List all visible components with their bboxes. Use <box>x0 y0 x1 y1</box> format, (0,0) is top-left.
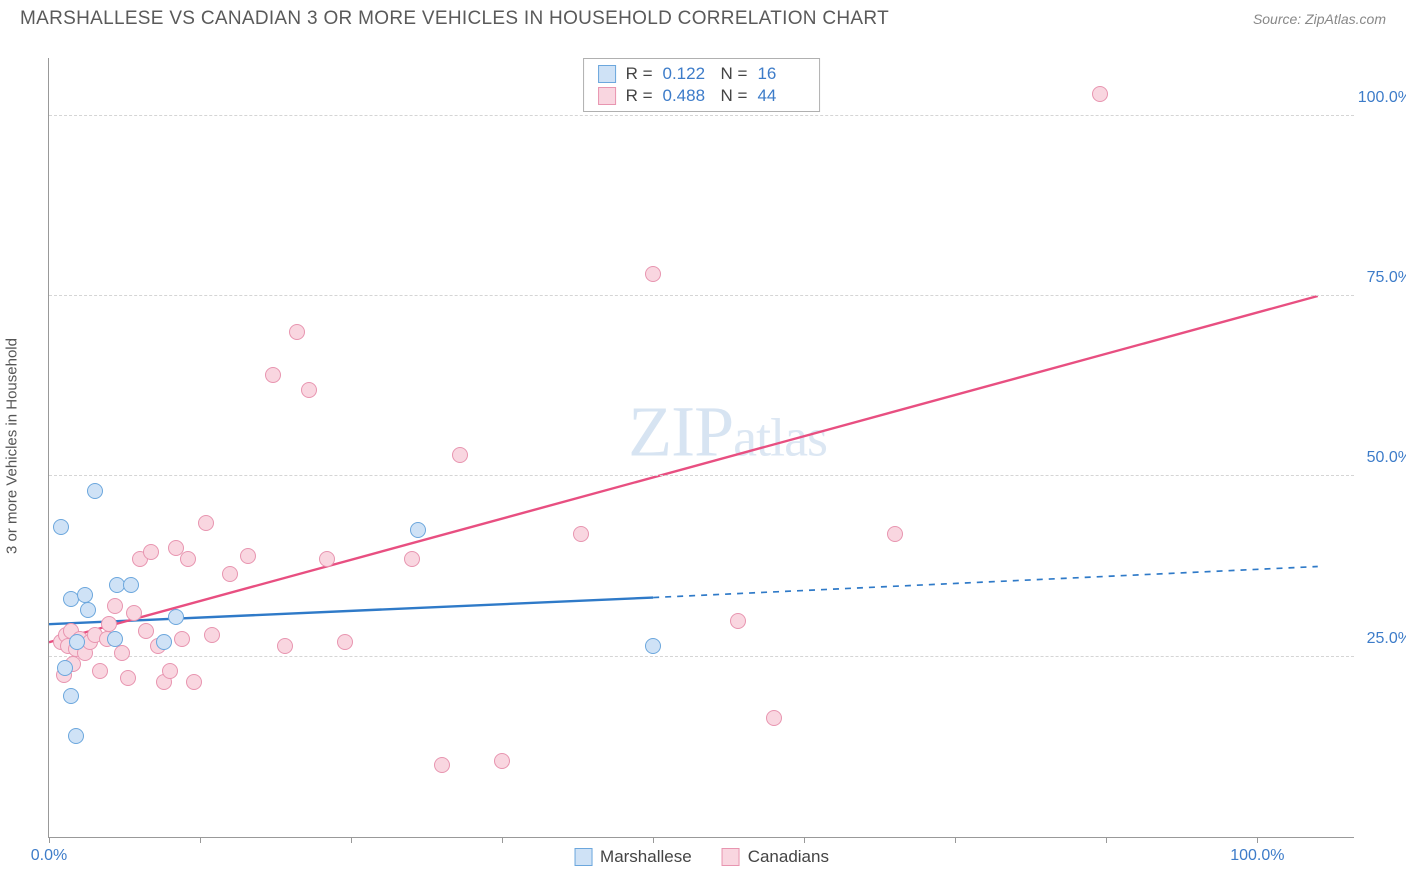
point-canadians <box>404 551 420 567</box>
swatch-marshallese <box>598 65 616 83</box>
point-canadians <box>240 548 256 564</box>
legend-item-canadians: Canadians <box>722 847 829 867</box>
point-canadians <box>120 670 136 686</box>
point-canadians <box>162 663 178 679</box>
xtick-mark <box>955 837 956 843</box>
legend-label-canadians: Canadians <box>748 847 829 867</box>
legend-swatch-marshallese <box>574 848 592 866</box>
point-marshallese <box>68 728 84 744</box>
point-canadians <box>114 645 130 661</box>
point-canadians <box>289 324 305 340</box>
source-credit: Source: ZipAtlas.com <box>1253 11 1386 27</box>
n-value-0: 16 <box>757 64 805 84</box>
legend-label-marshallese: Marshallese <box>600 847 692 867</box>
point-canadians <box>92 663 108 679</box>
xtick-mark <box>351 837 352 843</box>
point-marshallese <box>156 634 172 650</box>
legend-item-marshallese: Marshallese <box>574 847 692 867</box>
point-canadians <box>222 566 238 582</box>
point-marshallese <box>80 602 96 618</box>
ytick-label: 100.0% <box>1358 89 1406 107</box>
point-canadians <box>198 515 214 531</box>
point-canadians <box>204 627 220 643</box>
point-canadians <box>337 634 353 650</box>
stats-row-canadians: R = 0.488 N = 44 <box>598 85 806 107</box>
point-canadians <box>645 266 661 282</box>
point-canadians <box>277 638 293 654</box>
watermark-zip: ZIP <box>628 391 733 471</box>
xtick-mark <box>1106 837 1107 843</box>
point-canadians <box>301 382 317 398</box>
point-marshallese <box>123 577 139 593</box>
point-canadians <box>1092 86 1108 102</box>
ytick-label: 25.0% <box>1367 630 1406 648</box>
point-marshallese <box>107 631 123 647</box>
point-canadians <box>452 447 468 463</box>
point-marshallese <box>645 638 661 654</box>
xtick-mark <box>200 837 201 843</box>
point-canadians <box>573 526 589 542</box>
point-canadians <box>126 605 142 621</box>
source-value: ZipAtlas.com <box>1305 11 1386 27</box>
xtick-mark <box>49 837 50 843</box>
xtick-mark <box>502 837 503 843</box>
ytick-label: 50.0% <box>1367 449 1406 467</box>
point-canadians <box>319 551 335 567</box>
point-canadians <box>265 367 281 383</box>
grid-line <box>49 656 1354 657</box>
point-marshallese <box>69 634 85 650</box>
point-marshallese <box>87 483 103 499</box>
point-canadians <box>143 544 159 560</box>
point-canadians <box>434 757 450 773</box>
point-canadians <box>186 674 202 690</box>
n-label-0: N = <box>721 64 748 84</box>
source-label: Source: <box>1253 11 1301 27</box>
point-marshallese <box>410 522 426 538</box>
point-canadians <box>174 631 190 647</box>
grid-line <box>49 295 1354 296</box>
n-label-1: N = <box>721 86 748 106</box>
bottom-legend: Marshallese Canadians <box>574 847 829 867</box>
stats-box: R = 0.122 N = 16 R = 0.488 N = 44 <box>583 58 821 112</box>
xtick-mark <box>1257 837 1258 843</box>
swatch-canadians <box>598 87 616 105</box>
point-canadians <box>730 613 746 629</box>
point-marshallese <box>77 587 93 603</box>
trend-lines <box>49 58 1354 837</box>
r-label-1: R = <box>626 86 653 106</box>
point-marshallese <box>63 688 79 704</box>
xtick-mark <box>653 837 654 843</box>
chart-title: MARSHALLESE VS CANADIAN 3 OR MORE VEHICL… <box>20 8 889 30</box>
point-marshallese <box>168 609 184 625</box>
point-canadians <box>494 753 510 769</box>
point-canadians <box>180 551 196 567</box>
point-canadians <box>766 710 782 726</box>
y-axis-label: 3 or more Vehicles in Household <box>4 338 21 554</box>
point-canadians <box>138 623 154 639</box>
r-label-0: R = <box>626 64 653 84</box>
point-marshallese <box>53 519 69 535</box>
point-canadians <box>887 526 903 542</box>
stats-row-marshallese: R = 0.122 N = 16 <box>598 63 806 85</box>
chart-header: MARSHALLESE VS CANADIAN 3 OR MORE VEHICL… <box>0 0 1406 34</box>
n-value-1: 44 <box>757 86 805 106</box>
ytick-label: 75.0% <box>1367 269 1406 287</box>
r-value-1: 0.488 <box>663 86 711 106</box>
scatter-plot-area: ZIPatlas R = 0.122 N = 16 R = 0.488 N = … <box>48 58 1354 838</box>
xtick-mark <box>804 837 805 843</box>
grid-line <box>49 115 1354 116</box>
xtick-label: 0.0% <box>31 847 67 865</box>
r-value-0: 0.122 <box>663 64 711 84</box>
grid-line <box>49 475 1354 476</box>
watermark: ZIPatlas <box>628 390 827 473</box>
xtick-label: 100.0% <box>1230 847 1284 865</box>
point-marshallese <box>57 660 73 676</box>
point-canadians <box>107 598 123 614</box>
legend-swatch-canadians <box>722 848 740 866</box>
watermark-atlas: atlas <box>733 407 827 467</box>
